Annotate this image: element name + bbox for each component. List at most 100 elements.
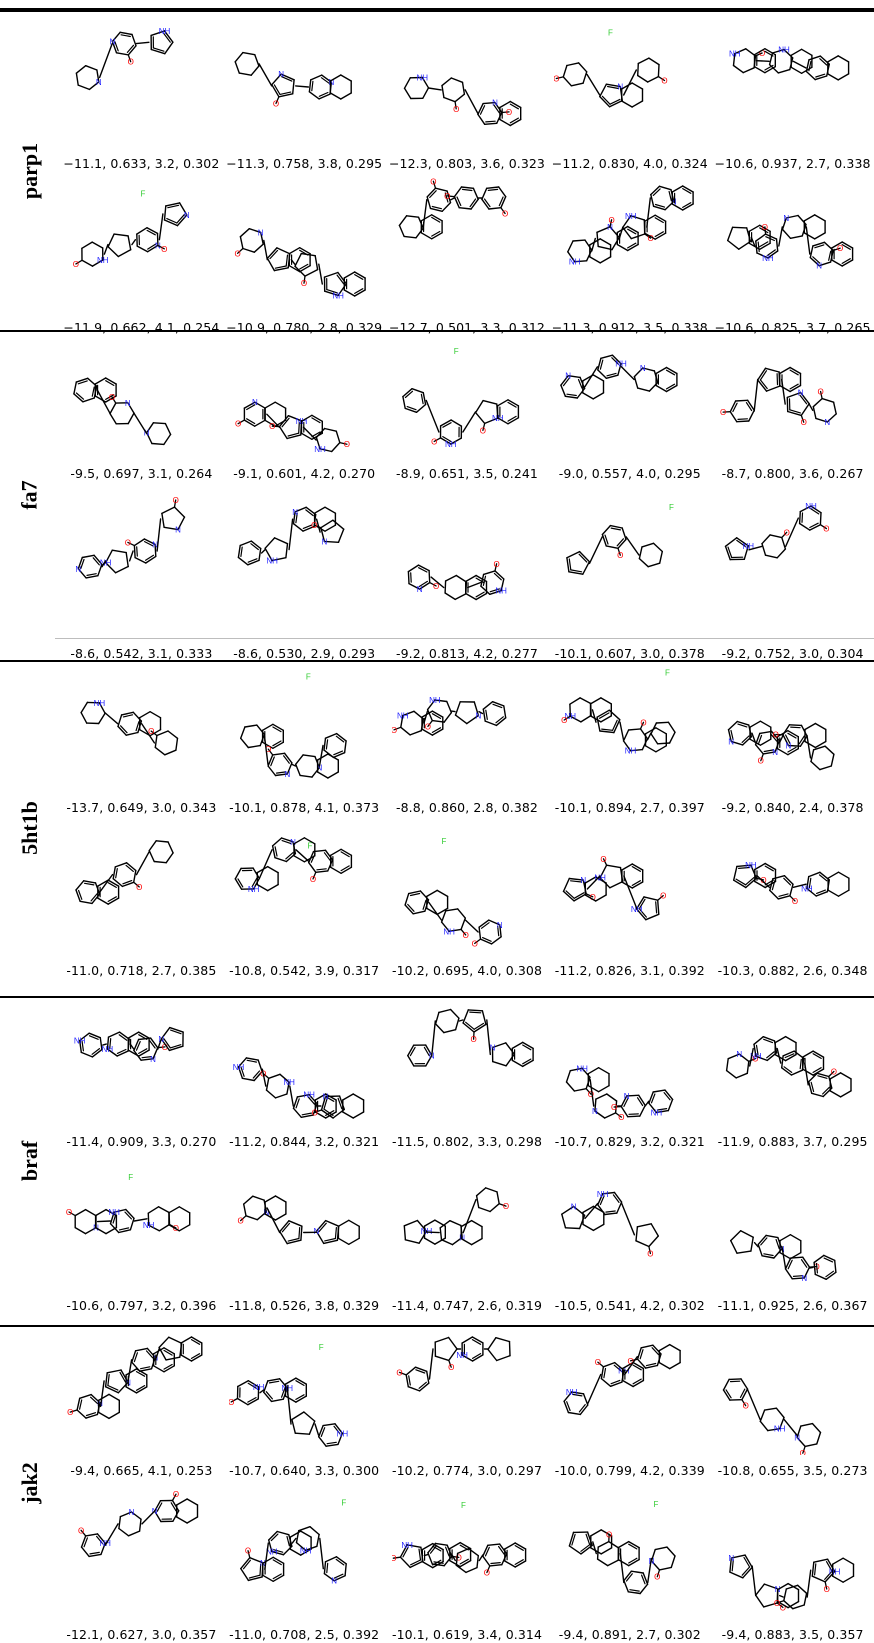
svg-text:O: O (234, 249, 240, 258)
svg-text:O: O (479, 426, 485, 435)
svg-text:NH: NH (495, 587, 507, 596)
svg-text:N: N (75, 565, 81, 574)
score-caption: −11.1, 0.633, 3.2, 0.302 (60, 156, 223, 171)
svg-text:NH: NH (143, 1221, 155, 1230)
svg-text:N: N (729, 1554, 735, 1563)
score-caption: -9.5, 0.697, 3.1, 0.264 (60, 466, 223, 481)
score-caption: -8.8, 0.860, 2.8, 0.382 (386, 800, 549, 815)
svg-text:F: F (665, 669, 670, 678)
svg-text:O: O (595, 1358, 601, 1367)
molecule-structure-image: O (66, 828, 216, 952)
svg-text:NH: NH (429, 696, 441, 705)
svg-text:N: N (592, 1107, 598, 1116)
svg-text:N: N (640, 364, 646, 373)
svg-text:NH: NH (625, 747, 637, 756)
molecule-structure-image: NHONHNHF (229, 1329, 379, 1455)
svg-text:O: O (837, 244, 843, 253)
score-caption: -10.8, 0.655, 3.5, 0.273 (711, 1463, 874, 1478)
score-caption: -8.6, 0.530, 2.9, 0.293 (223, 646, 386, 661)
svg-text:O: O (801, 418, 807, 427)
molecule-cell: O-11.0, 0.718, 2.7, 0.385 (60, 828, 223, 979)
svg-text:O: O (109, 393, 115, 402)
section-divider (0, 330, 874, 332)
score-caption: -11.5, 0.802, 3.3, 0.298 (386, 1134, 549, 1149)
svg-text:O: O (310, 875, 316, 884)
score-caption: -13.7, 0.649, 3.0, 0.343 (60, 800, 223, 815)
svg-text:O: O (136, 883, 142, 892)
score-caption: −10.6, 0.937, 2.7, 0.338 (711, 156, 874, 171)
svg-text:F: F (306, 672, 311, 681)
svg-text:N: N (798, 389, 804, 398)
svg-text:F: F (128, 1173, 133, 1182)
svg-text:N: N (816, 262, 822, 271)
svg-text:NH: NH (336, 1429, 348, 1438)
svg-text:NH: NH (443, 927, 455, 936)
svg-text:O: O (606, 1530, 612, 1539)
svg-text:NH: NH (829, 1568, 841, 1577)
svg-text:O: O (78, 1526, 84, 1535)
svg-text:O: O (800, 1449, 806, 1455)
svg-text:N: N (258, 228, 264, 237)
svg-text:N: N (284, 770, 290, 779)
svg-text:O: O (67, 1408, 73, 1417)
molecule-cell: NHONHOF-8.9, 0.651, 3.5, 0.241 (386, 334, 549, 482)
svg-text:N: N (802, 1274, 808, 1283)
molecule-row: NHNHNON-11.4, 0.909, 3.3, 0.270NHNHONHNO… (60, 1000, 874, 1150)
molecule-structure-image: NONHNHNF (229, 1491, 379, 1617)
svg-text:O: O (601, 855, 607, 864)
molecule-row: NHONONF−11.9, 0.662, 4.1, 0.254NOONH−10.… (60, 178, 874, 336)
molecule-cell: NHNHNON-11.4, 0.909, 3.3, 0.270 (60, 1000, 223, 1150)
svg-text:O: O (431, 437, 437, 446)
section-label-container: braf (0, 996, 60, 1325)
section-label-container: jak2 (0, 1325, 60, 1640)
svg-text:O: O (471, 939, 477, 948)
svg-text:N: N (322, 1093, 328, 1102)
molecule-structure-image: NHONHOF (392, 334, 542, 460)
molecule-structure-image: NNO (717, 1162, 867, 1288)
score-caption: −11.2, 0.830, 4.0, 0.324 (548, 156, 711, 171)
molecule-cell: NONN-9.4, 0.665, 4.1, 0.253 (60, 1329, 223, 1479)
molecule-cell: NHNHONHNO-11.2, 0.844, 3.2, 0.321 (223, 1000, 386, 1150)
molecule-cell: NHONHOF-10.1, 0.894, 2.7, 0.397 (548, 664, 711, 816)
molecule-structure-image: NHONHOF (554, 664, 704, 786)
svg-text:N: N (252, 398, 258, 407)
svg-text:O: O (396, 1368, 402, 1377)
score-caption: -10.3, 0.882, 2.6, 0.348 (711, 963, 874, 978)
svg-text:NH: NH (397, 712, 409, 721)
svg-text:NH: NH (597, 1190, 609, 1199)
svg-text:O: O (311, 521, 317, 530)
svg-text:O: O (720, 408, 726, 417)
molecule-row: NONN-9.4, 0.665, 4.1, 0.253NHONHNHF-10.7… (60, 1329, 874, 1479)
svg-text:O: O (444, 192, 450, 201)
svg-text:N: N (784, 214, 790, 223)
svg-text:O: O (609, 216, 615, 225)
svg-text:O: O (823, 525, 829, 534)
svg-text:F: F (461, 1501, 466, 1510)
